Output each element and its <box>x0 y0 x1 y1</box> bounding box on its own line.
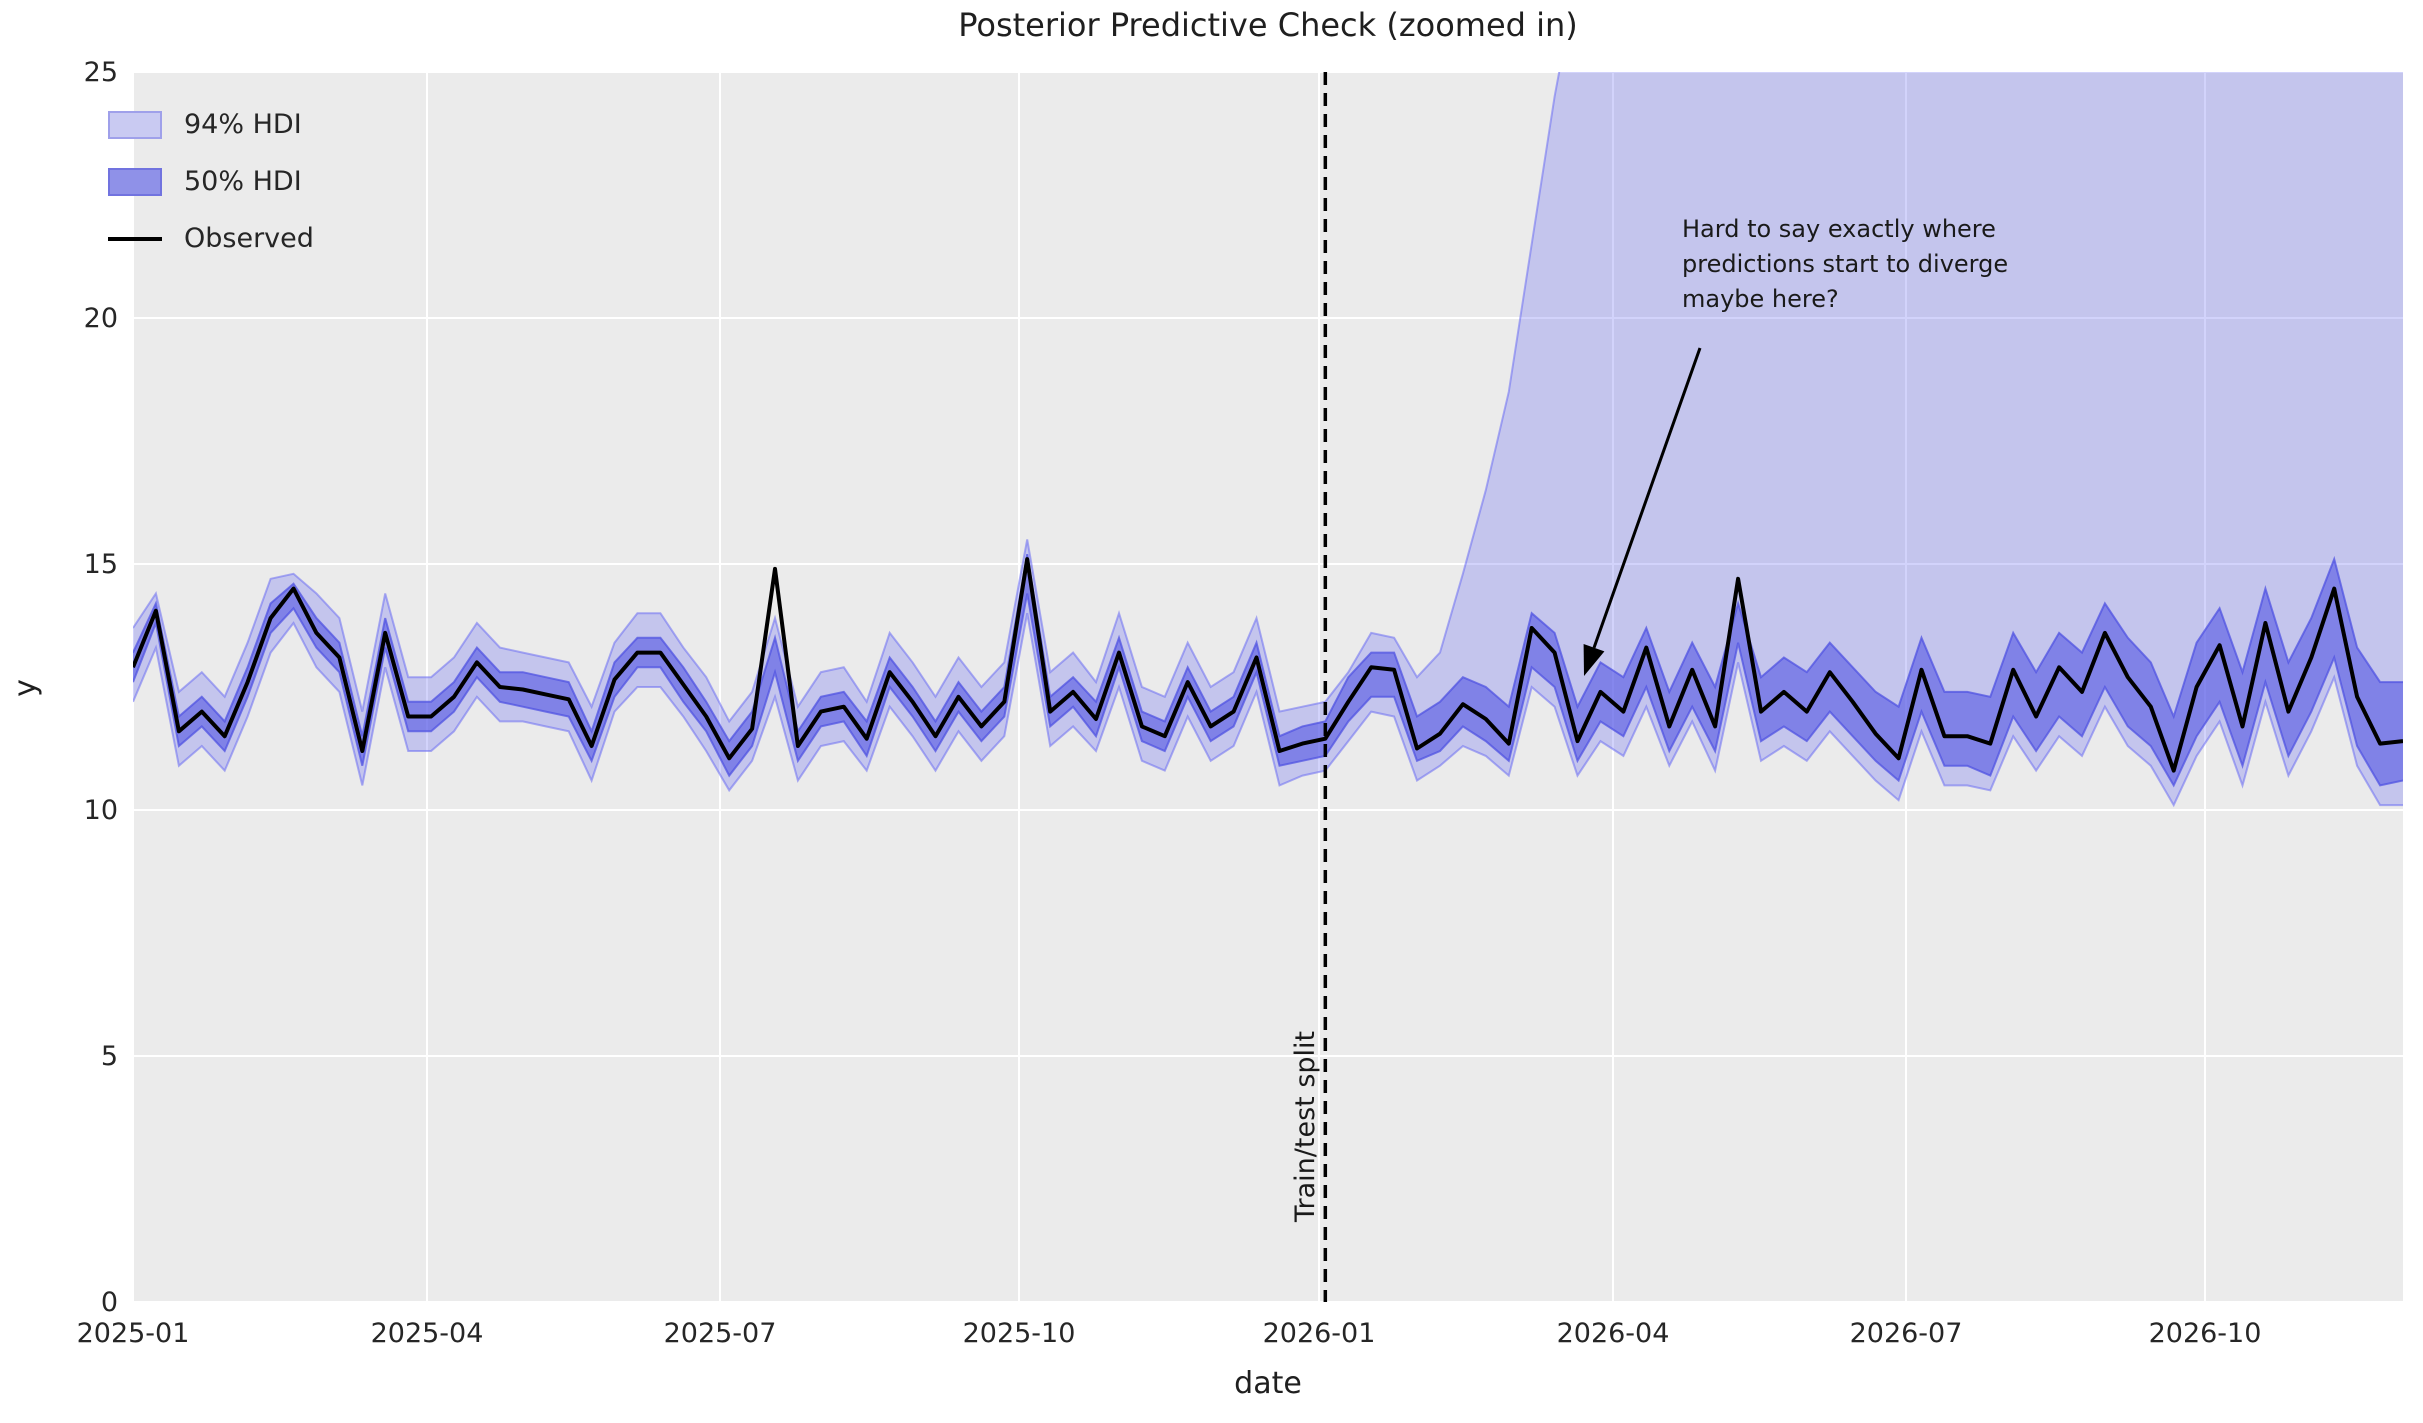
x-tick-label: 2025-10 <box>963 1318 1076 1349</box>
legend-label-observed: Observed <box>184 223 314 254</box>
y-tick-label: 25 <box>84 57 118 88</box>
annotation-arrow <box>1592 347 1702 649</box>
y-tick-label: 20 <box>84 303 118 334</box>
x-tick-label: 2026-04 <box>1557 1318 1670 1349</box>
y-axis-label: y <box>8 679 43 697</box>
annotation-text: Hard to say exactly where predictions st… <box>1682 212 2008 317</box>
hdi94-band <box>133 72 2403 806</box>
observed-line-swatch-icon <box>108 236 162 241</box>
legend-item-observed: Observed <box>108 210 314 267</box>
hdi50-swatch-icon <box>108 167 162 196</box>
annotation-arrowhead-icon <box>1583 644 1605 676</box>
x-tick-label: 2025-04 <box>371 1318 484 1349</box>
x-tick-label: 2025-01 <box>77 1318 190 1349</box>
y-tick-label: 10 <box>84 795 118 826</box>
observed-line <box>133 557 2403 773</box>
x-tick-label: 2026-10 <box>2149 1318 2262 1349</box>
gridlines <box>132 71 2403 1303</box>
legend-item-50-hdi: 50% HDI <box>108 153 314 210</box>
legend-item-94-hdi: 94% HDI <box>108 96 314 153</box>
legend-label-94-hdi: 94% HDI <box>184 109 302 140</box>
annotation-line-2: predictions start to diverge <box>1682 250 2009 278</box>
x-tick-label: 2025-07 <box>664 1318 777 1349</box>
legend: 94% HDI 50% HDI Observed <box>108 96 314 267</box>
x-tick-label: 2026-01 <box>1263 1318 1376 1349</box>
x-tick-label: 2026-07 <box>1850 1318 1963 1349</box>
x-axis-label: date <box>1234 1366 1302 1401</box>
hdi94-swatch-icon <box>108 110 162 139</box>
y-tick-label: 5 <box>101 1041 118 1072</box>
legend-label-50-hdi: 50% HDI <box>184 166 302 197</box>
y-tick-label: 0 <box>101 1287 118 1318</box>
train-test-split-label: Train/test split <box>1290 1030 1321 1222</box>
chart-title: Posterior Predictive Check (zoomed in) <box>958 6 1578 44</box>
annotation-line-3: maybe here? <box>1682 285 1839 313</box>
annotation-line-1: Hard to say exactly where <box>1682 215 1996 243</box>
y-tick-label: 15 <box>84 549 118 580</box>
